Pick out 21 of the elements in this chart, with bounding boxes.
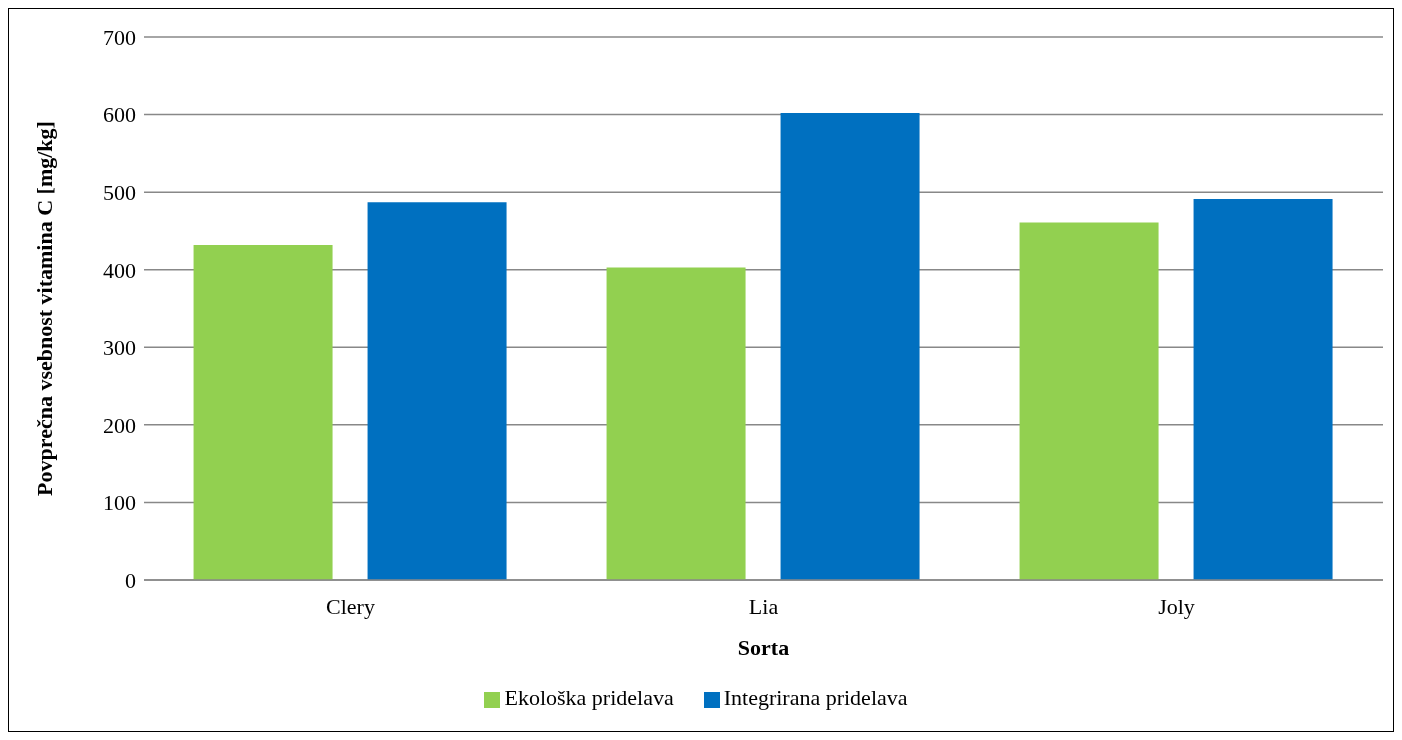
bar (193, 244, 333, 580)
y-axis-title: Povprečna vsebnost vitamina C [mg/kg] (31, 121, 57, 496)
bar (367, 202, 507, 580)
y-tick-label: 200 (103, 412, 136, 438)
x-tick-label: Clery (326, 593, 375, 619)
x-axis-title: Sorta (737, 635, 790, 660)
legend-label: Ekološka pridelava (504, 685, 674, 710)
y-tick-label: 400 (103, 257, 136, 283)
y-tick-label: 700 (103, 24, 136, 50)
legend-label: Integrirana pridelava (723, 685, 908, 710)
y-tick-label: 600 (103, 102, 136, 128)
bar (1019, 222, 1159, 580)
bar (606, 267, 746, 580)
x-tick-label: Lia (748, 593, 779, 619)
x-tick-label: Joly (1158, 593, 1195, 619)
y-tick-label: 300 (103, 335, 136, 361)
y-tick-label: 500 (103, 179, 136, 205)
bar (780, 113, 920, 580)
y-tick-label: 100 (103, 490, 136, 516)
y-tick-label: 0 (125, 567, 136, 593)
bar (1193, 199, 1333, 580)
